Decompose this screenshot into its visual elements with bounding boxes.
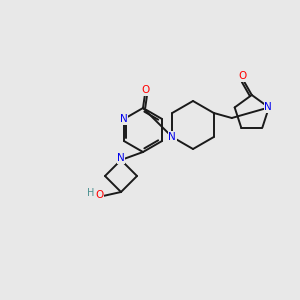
Text: H: H [87,188,95,198]
Text: N: N [117,153,125,163]
Text: N: N [168,132,176,142]
Text: O: O [95,190,103,200]
Text: O: O [239,71,247,81]
Text: O: O [141,85,149,95]
Text: N: N [120,114,128,124]
Text: N: N [264,102,272,112]
